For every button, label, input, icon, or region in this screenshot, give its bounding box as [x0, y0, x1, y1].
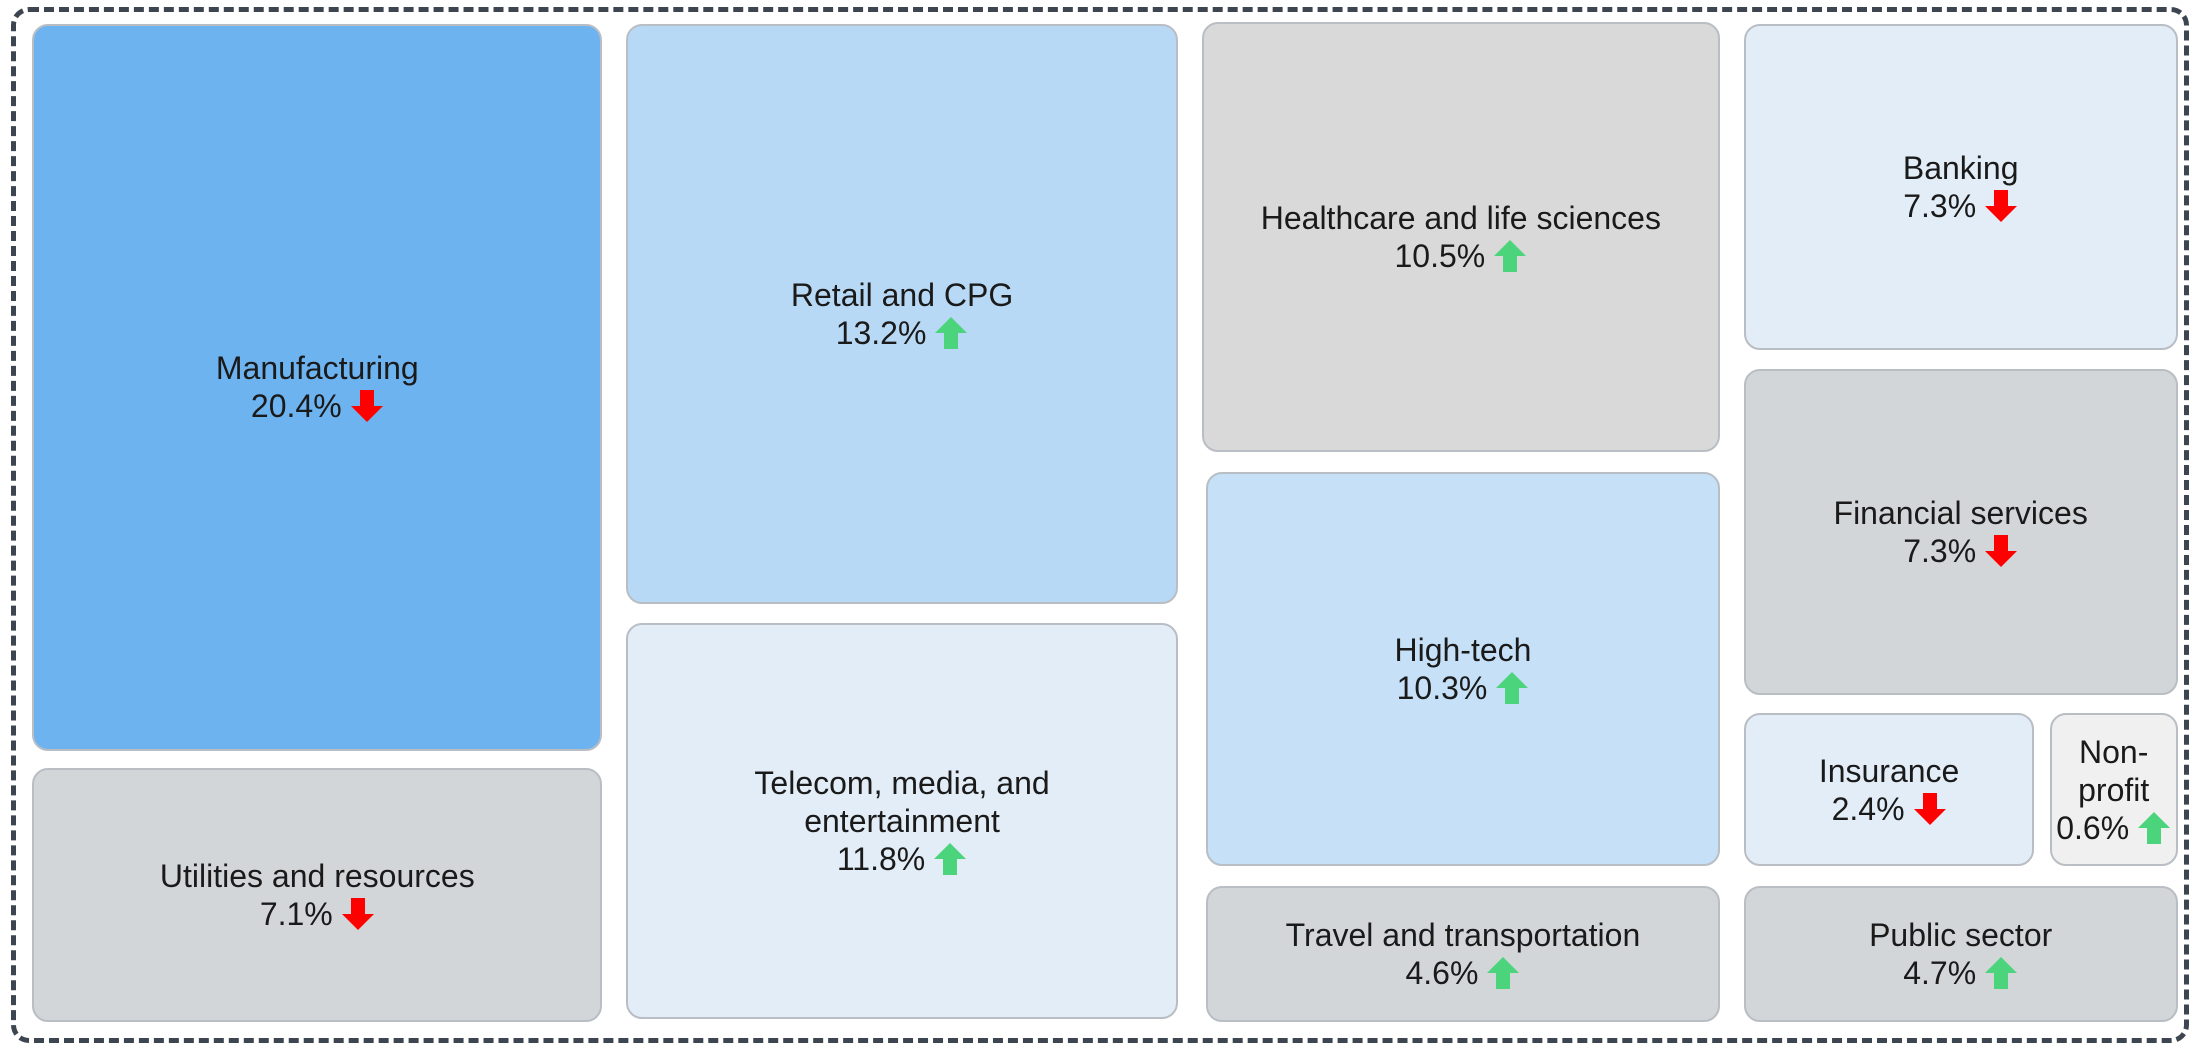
- value-label: 11.8%: [836, 841, 926, 878]
- tile-value: 7.3%: [1903, 187, 2018, 225]
- tile-value: 2.4%: [1832, 790, 1947, 828]
- tile-value: 11.8%: [837, 840, 967, 878]
- tile-label: High-tech: [1394, 631, 1532, 668]
- trend-arrow-up: [1487, 957, 1520, 990]
- tile: Healthcare and life sciences 10.5%: [1201, 22, 1720, 453]
- tile: High-tech 10.3%: [1206, 471, 1720, 867]
- tile-label: Banking: [1902, 149, 2019, 186]
- tile-value: 4.7%: [1903, 954, 2018, 992]
- dashed-frame: [11, 7, 2189, 1043]
- tile-label-group: Insurance 2.4%: [1813, 752, 1966, 828]
- tile-value: 7.1%: [260, 895, 375, 933]
- tile-label-group: Telecom, media, and entertainment 11.8%: [716, 764, 1088, 878]
- trend-arrow-down: [350, 390, 383, 423]
- tile-label-group: Public sector 4.7%: [1863, 916, 2058, 992]
- value-label: 7.1%: [259, 896, 333, 933]
- arrow-shape: [1494, 240, 1527, 273]
- tile: Travel and transportation 4.6%: [1206, 885, 1720, 1023]
- tile: Utilities and resources 7.1%: [32, 767, 603, 1023]
- tile-label: Manufacturing: [215, 350, 419, 387]
- tile: Manufacturing 20.4%: [32, 23, 603, 752]
- tile: Telecom, media, and entertainment 11.8%: [626, 623, 1178, 1020]
- tile-value: 10.5%: [1394, 237, 1527, 275]
- value-label: 0.6%: [2056, 809, 2130, 846]
- tile-value: 7.3%: [1903, 532, 2018, 570]
- tile-label: Travel and transportation: [1285, 917, 1641, 954]
- value-label: 13.2%: [835, 314, 927, 351]
- trend-arrow-up: [1494, 240, 1527, 273]
- arrow-shape: [1985, 535, 2018, 568]
- arrow-shape: [350, 390, 383, 423]
- arrow-shape: [935, 316, 968, 349]
- tile-label: Non-profit: [2078, 733, 2150, 808]
- tile-label-group: Retail and CPG 13.2%: [785, 276, 1019, 352]
- arrow-shape: [1985, 957, 2018, 990]
- tile-value: 13.2%: [836, 314, 969, 352]
- value-label: 20.4%: [250, 388, 342, 425]
- tile-label: Insurance: [1818, 752, 1960, 789]
- tile-label: Healthcare and life sciences: [1260, 200, 1661, 237]
- tile-label-group: Utilities and resources 7.1%: [154, 857, 481, 933]
- trend-arrow-up: [1496, 671, 1529, 704]
- trend-arrow-down: [1985, 535, 2018, 568]
- tile-label-group: Banking 7.3%: [1897, 149, 2025, 225]
- tile-value: 20.4%: [251, 387, 384, 425]
- tile-label-group: Healthcare and life sciences 10.5%: [1255, 199, 1667, 275]
- value-label: 4.6%: [1405, 955, 1479, 992]
- value-label: 10.5%: [1394, 238, 1486, 275]
- trend-arrow-down: [1913, 792, 1946, 825]
- tile-label-group: High-tech 10.3%: [1388, 631, 1537, 707]
- tile-label-group: Travel and transportation 4.6%: [1280, 916, 1647, 992]
- trend-arrow-down: [341, 898, 374, 931]
- trend-arrow-up: [2138, 811, 2171, 844]
- tile: Banking 7.3%: [1743, 23, 2178, 350]
- arrow-shape: [1985, 189, 2018, 222]
- trend-arrow-up: [1985, 957, 2018, 990]
- tile: Retail and CPG 13.2%: [626, 23, 1178, 604]
- arrow-shape: [934, 843, 967, 876]
- trend-arrow-up: [935, 316, 968, 349]
- tile-value: 10.3%: [1397, 669, 1530, 707]
- tile-label: Financial services: [1833, 495, 2088, 532]
- arrow-shape: [1487, 957, 1520, 990]
- tile-label-group: Non-profit 0.6%: [2052, 733, 2176, 847]
- tile-label-group: Manufacturing 20.4%: [210, 349, 425, 425]
- trend-arrow-down: [1985, 189, 2018, 222]
- arrow-shape: [2138, 811, 2171, 844]
- value-label: 4.7%: [1903, 955, 1977, 992]
- value-label: 2.4%: [1831, 790, 1905, 827]
- tile: Insurance 2.4%: [1743, 713, 2035, 867]
- trend-arrow-up: [934, 843, 967, 876]
- arrow-shape: [341, 898, 374, 931]
- tile-label: Public sector: [1869, 917, 2053, 954]
- value-label: 7.3%: [1903, 187, 1977, 224]
- tile-label: Utilities and resources: [159, 858, 475, 895]
- arrow-shape: [1913, 792, 1946, 825]
- tile: Financial services 7.3%: [1743, 369, 2178, 695]
- tile-label: Retail and CPG: [790, 276, 1014, 313]
- tile: Non-profit 0.6%: [2049, 713, 2178, 867]
- tile: Public sector 4.7%: [1743, 885, 2178, 1023]
- tile-label-group: Financial services 7.3%: [1828, 494, 2094, 570]
- tile-label: Telecom, media, and entertainment: [754, 765, 1050, 840]
- tile-value: 4.6%: [1405, 954, 1520, 992]
- arrow-shape: [1496, 671, 1529, 704]
- value-label: 10.3%: [1396, 669, 1488, 706]
- value-label: 7.3%: [1903, 533, 1977, 570]
- tile-value: 0.6%: [2056, 809, 2171, 847]
